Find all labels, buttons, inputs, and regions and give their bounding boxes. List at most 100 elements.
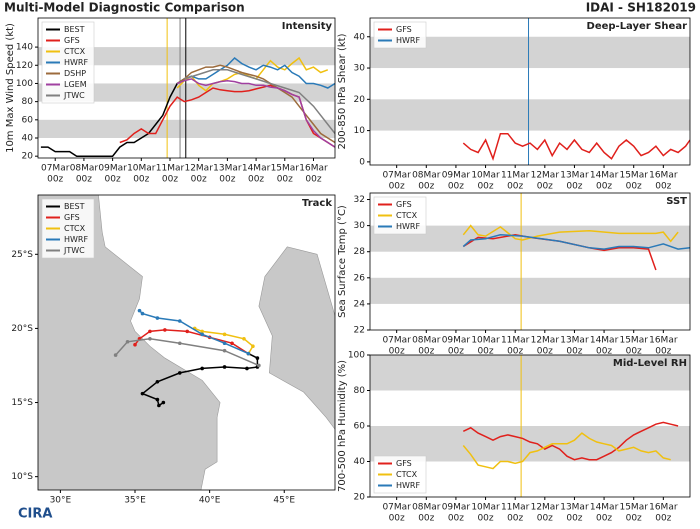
track-point [157, 403, 161, 408]
track-point [185, 329, 190, 334]
x-tick-label: 12Mar [531, 171, 560, 181]
track-point [251, 344, 255, 349]
x-tick-label: 12Mar [531, 503, 560, 513]
x-tick-label: 35°E [124, 496, 146, 506]
x-tick-sublabel: 00z [418, 182, 434, 192]
track-point [200, 332, 204, 337]
y-tick-label: 40 [22, 134, 34, 144]
y-tick-label: 40 [354, 32, 366, 42]
page-title: Multi-Model Diagnostic Comparison [4, 1, 245, 15]
x-tick-label: 07Mar [382, 503, 411, 513]
x-tick-label: 10Mar [471, 503, 500, 513]
y-tick-label: 24 [354, 299, 366, 309]
x-tick-label: 12Mar [531, 336, 560, 346]
track-point [177, 371, 182, 375]
x-tick-sublabel: 00z [566, 182, 582, 192]
plot-layer [370, 193, 690, 330]
band [370, 426, 690, 462]
x-tick-sublabel: 00z [507, 514, 523, 524]
y-tick-label: 80 [354, 386, 366, 396]
x-tick-sublabel: 00z [596, 347, 612, 357]
x-tick-label: 10Mar [127, 164, 156, 174]
x-tick-label: 30°E [50, 496, 72, 506]
x-tick-label: 07Mar [41, 164, 70, 174]
x-tick-label: 10Mar [471, 336, 500, 346]
legend-label: GFS [396, 459, 412, 468]
x-tick-sublabel: 00z [418, 514, 434, 524]
y-tick-label: 20°S [11, 324, 33, 334]
legend-label: CTCX [396, 211, 418, 220]
y-tick-label: 100 [16, 79, 33, 89]
x-tick-label: 13Mar [560, 171, 589, 181]
legend-label: CTCX [64, 224, 86, 233]
track-point [177, 319, 182, 323]
y-tick-label: 32 [354, 195, 365, 205]
panel-title: Deep-Layer Shear [587, 21, 688, 32]
x-tick-sublabel: 00z [76, 175, 92, 185]
plot-layer [370, 355, 690, 497]
track-point [140, 311, 145, 316]
x-tick-sublabel: 00z [248, 175, 264, 185]
track-point [222, 332, 227, 337]
y-tick-label: 100 [348, 351, 365, 361]
x-tick-label: 16Mar [649, 336, 678, 346]
x-tick-sublabel: 00z [537, 514, 553, 524]
x-tick-label: 13Mar [560, 503, 589, 513]
series-line [462, 132, 690, 161]
plot-frame [37, 194, 336, 491]
x-tick-sublabel: 00z [537, 347, 553, 357]
y-tick-label: 30 [354, 221, 366, 231]
track-point [140, 391, 145, 396]
x-tick-sublabel: 00z [219, 175, 235, 185]
y-tick-label: 140 [16, 43, 33, 53]
y-tick-label: 10 [354, 126, 366, 136]
band [38, 47, 335, 66]
track-point [155, 316, 160, 320]
legend-label: CTCX [64, 47, 86, 56]
track-point [155, 379, 160, 384]
track-point [222, 341, 227, 346]
x-tick-label: 07Mar [382, 171, 411, 181]
y-tick-label: 10°S [11, 472, 33, 482]
series-line [176, 78, 335, 148]
x-tick-label: 13Mar [213, 164, 242, 174]
legend-label: JTWC [63, 246, 85, 255]
band [370, 355, 690, 391]
legend-label: BEST [64, 202, 85, 211]
y-tick-label: 60 [22, 115, 34, 125]
x-tick-label: 16Mar [299, 164, 328, 174]
x-tick-label: 15Mar [619, 503, 648, 513]
land [258, 246, 335, 430]
track-point [222, 365, 227, 369]
x-tick-sublabel: 00z [191, 175, 207, 185]
x-tick-sublabel: 00z [305, 175, 321, 185]
x-tick-label: 13Mar [560, 336, 589, 346]
y-tick-label: 80 [22, 97, 34, 107]
series-line [462, 224, 679, 243]
x-tick-sublabel: 00z [655, 182, 671, 192]
track-point [125, 339, 130, 344]
legend-label: GFS [64, 213, 80, 222]
x-tick-sublabel: 00z [626, 514, 642, 524]
x-tick-label: 07Mar [382, 336, 411, 346]
track-point [177, 341, 182, 346]
legend-label: HWRF [396, 222, 420, 231]
y-tick-label: 20 [22, 152, 34, 162]
x-tick-label: 11Mar [501, 503, 530, 513]
x-tick-sublabel: 00z [105, 175, 121, 185]
plot-frame [37, 17, 336, 159]
legend-label: HWRF [396, 481, 420, 490]
band [38, 119, 335, 138]
y-axis-label: 200-850 hPa Shear (kt) [337, 33, 348, 149]
track-point [230, 341, 234, 346]
x-tick-sublabel: 00z [507, 182, 523, 192]
legend-label: GFS [396, 200, 412, 209]
plot-layer [38, 18, 335, 158]
x-tick-sublabel: 00z [655, 347, 671, 357]
x-tick-label: 08Mar [412, 336, 441, 346]
series-line [184, 69, 335, 134]
x-tick-label: 16Mar [649, 503, 678, 513]
x-tick-sublabel: 00z [566, 514, 582, 524]
series-line [176, 64, 335, 144]
